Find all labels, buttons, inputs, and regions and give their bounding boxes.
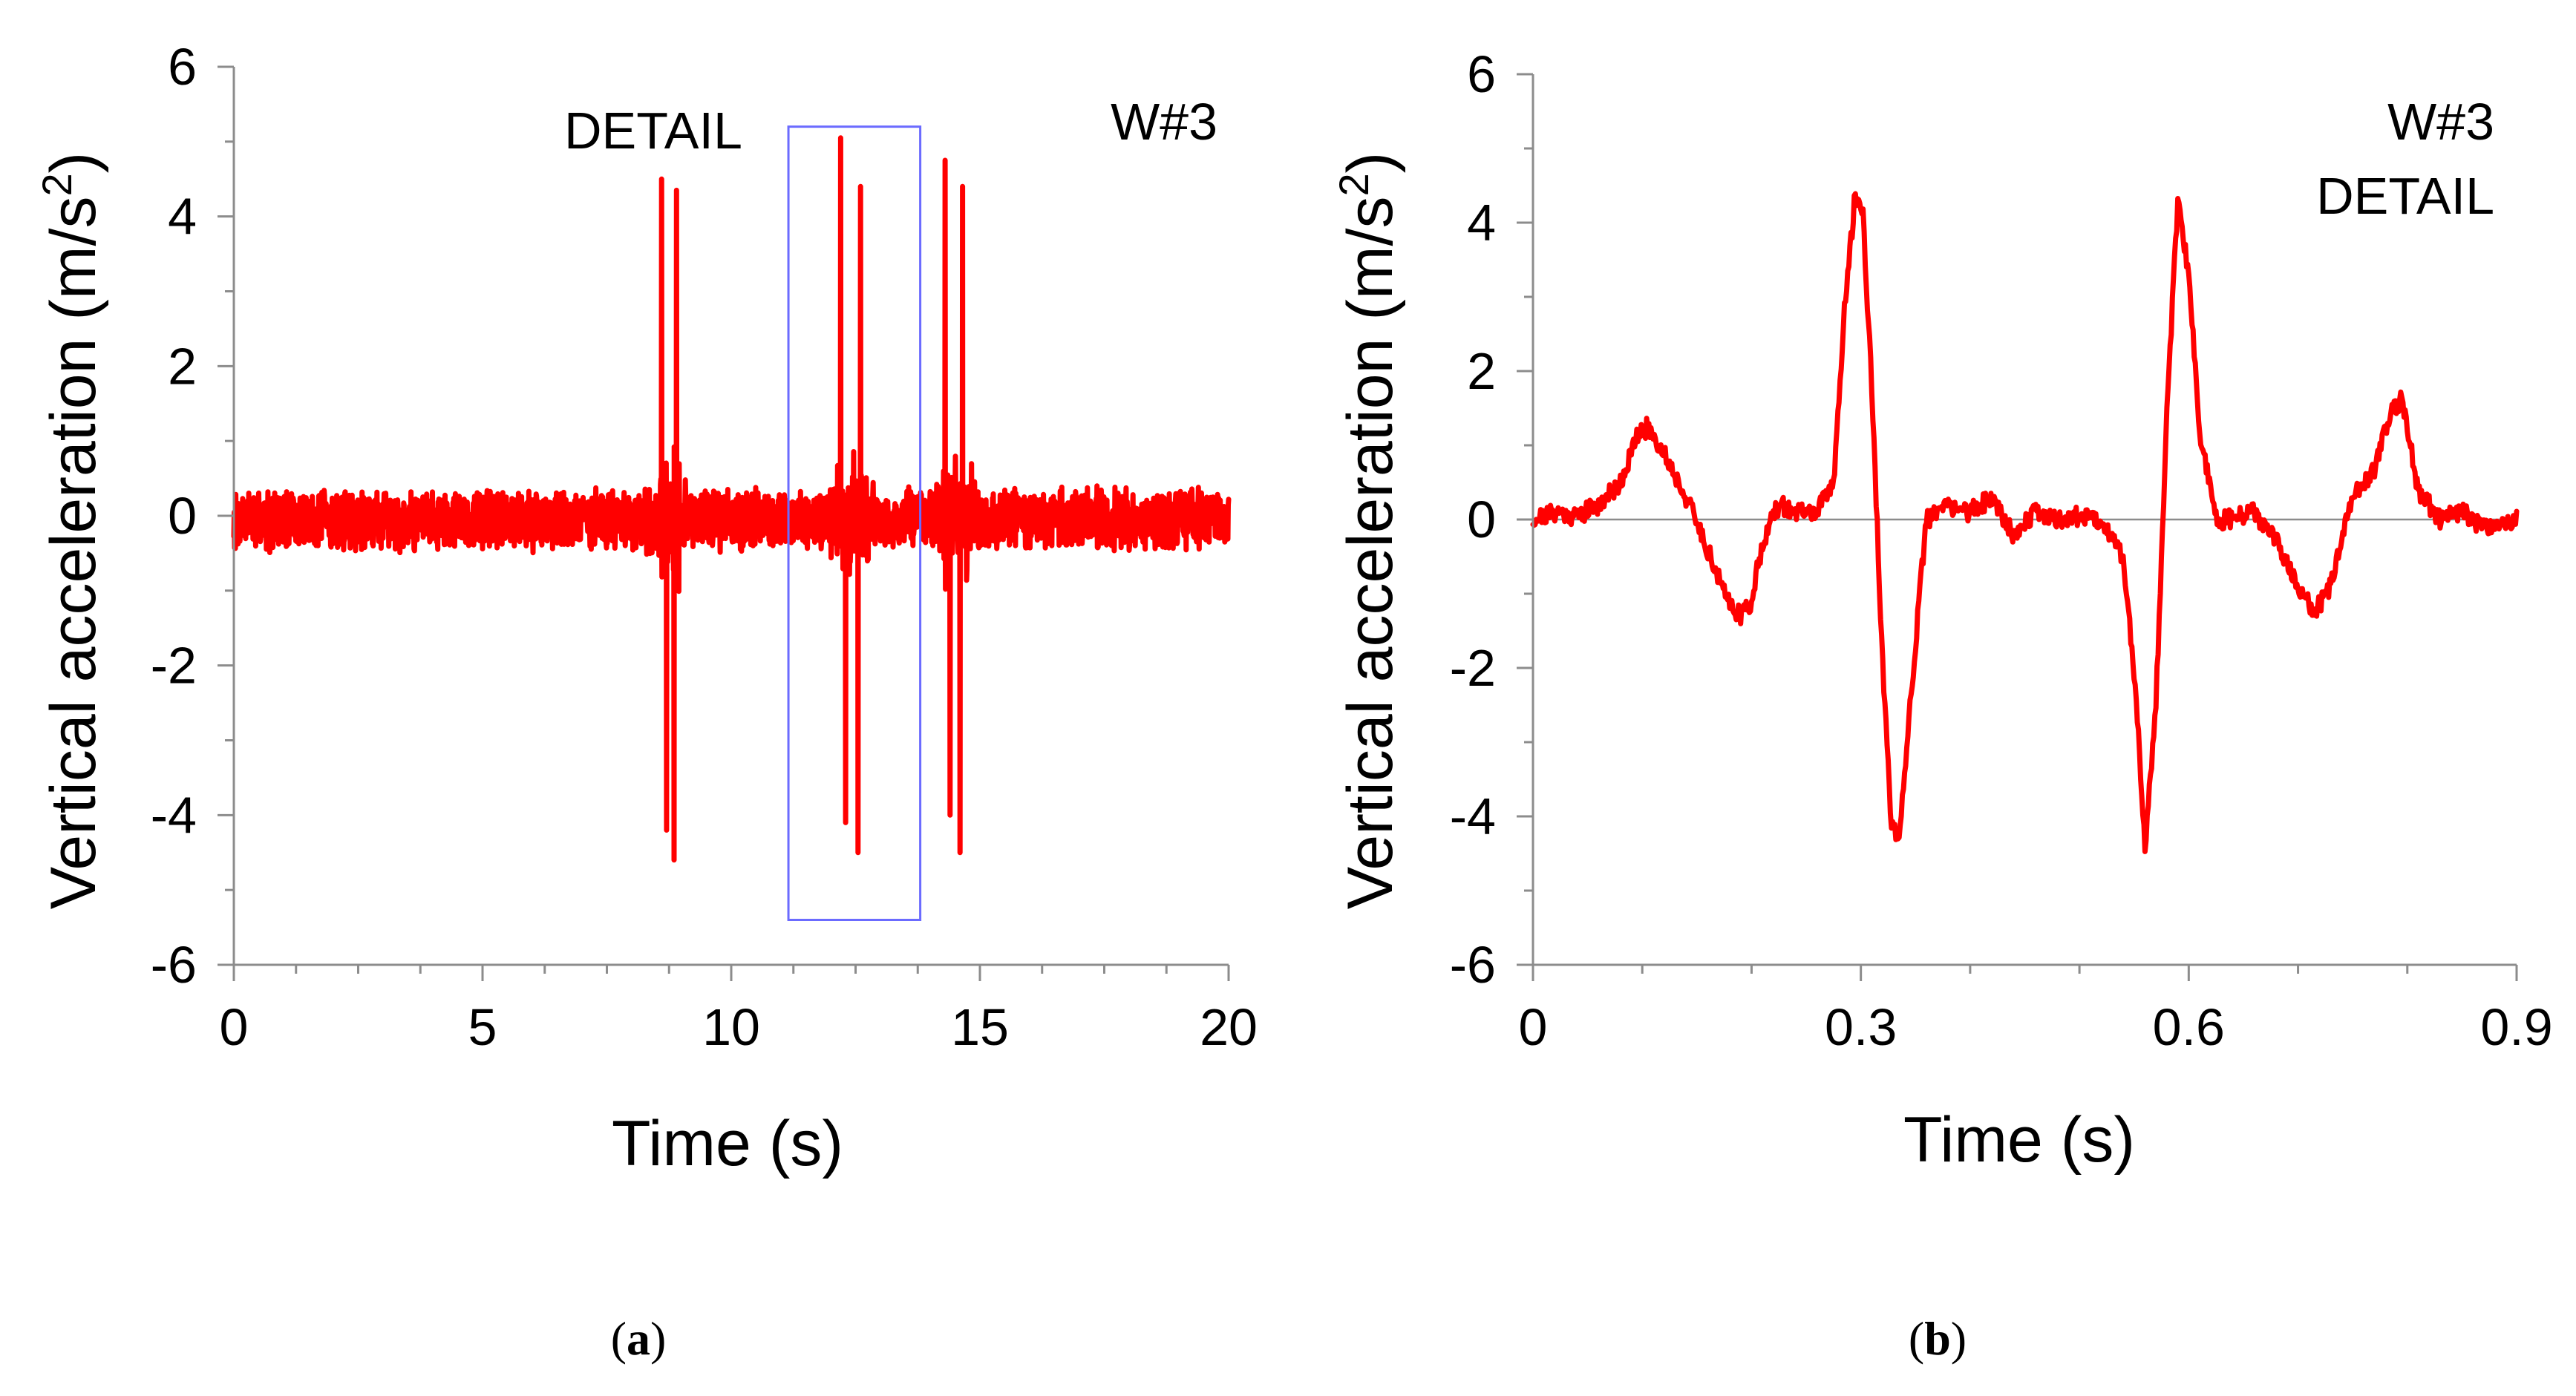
panel-b-y-tick-label: 4 xyxy=(1467,194,1496,252)
panel-a-x-tick-label: 0 xyxy=(220,998,249,1056)
caption-a: (a) xyxy=(611,1312,667,1365)
panel-b-x-tick-label: 0.3 xyxy=(1825,998,1897,1056)
panel-a-x-tick-label: 5 xyxy=(468,998,497,1056)
caption-b: (b) xyxy=(1909,1312,1967,1365)
panel-a-x-tick-label: 20 xyxy=(1200,998,1258,1056)
panel-b-y-axis-label: Vertical acceleration (m/s2) xyxy=(1330,152,1406,910)
panel-a-y-tick-label: -6 xyxy=(151,936,197,994)
panel-a-y-tick-label: 6 xyxy=(168,38,197,96)
panel-b-y-tick-label: 2 xyxy=(1467,342,1496,400)
panel-b-y-tick-label: -6 xyxy=(1450,936,1496,994)
panel-a-y-tick-label: -4 xyxy=(151,786,197,844)
panel-b-detail-annotation: DETAIL xyxy=(2316,167,2494,225)
panel-b-y-tick-label: 0 xyxy=(1467,491,1496,548)
panel-b-x-axis-label: Time (s) xyxy=(1903,1104,2135,1176)
panel-b-chart: -6 -4 -2 0 2 4 6 0 0.3 0.6 0.9 W#3 DETAIL Time (s)… xyxy=(1330,45,2553,1176)
panel-a-x-tick-label: 10 xyxy=(702,998,760,1056)
panel-a-detail-window xyxy=(787,125,922,922)
panel-a-y-tick-label: 0 xyxy=(168,487,197,545)
panel-b-wagon-annotation: W#3 xyxy=(2387,93,2494,151)
panel-a-y-tick-label: 2 xyxy=(168,337,197,395)
panel-b-y-tick-label: -4 xyxy=(1450,787,1496,845)
panel-a-acceleration-series xyxy=(231,135,1232,863)
panel-b-acceleration-series xyxy=(1530,191,2520,854)
panel-b-y-tick-label: 6 xyxy=(1467,45,1496,103)
panel-a-y-axis-label: Vertical acceleration (m/s2) xyxy=(33,152,109,910)
panel-b-x-tick-label: 0.9 xyxy=(2480,998,2552,1056)
panel-a-x-tick-label: 15 xyxy=(951,998,1009,1056)
panel-a-y-tick-label: -2 xyxy=(151,637,197,695)
panel-a-y-tick-label: 4 xyxy=(168,188,197,246)
panel-a-chart: -6 -4 -2 0 2 4 6 0 5 10 15 20 DETAIL W#3 Time (s) V… xyxy=(33,38,1258,1179)
panel-a-x-axis-label: Time (s) xyxy=(612,1108,843,1179)
panel-b-x-tick-label: 0.6 xyxy=(2153,998,2225,1056)
panel-a-detail-annotation: DETAIL xyxy=(564,102,742,160)
panel-b-x-tick-label: 0 xyxy=(1519,998,1548,1056)
panel-b-y-tick-label: -2 xyxy=(1450,639,1496,697)
panel-a-wagon-annotation: W#3 xyxy=(1111,93,1217,151)
